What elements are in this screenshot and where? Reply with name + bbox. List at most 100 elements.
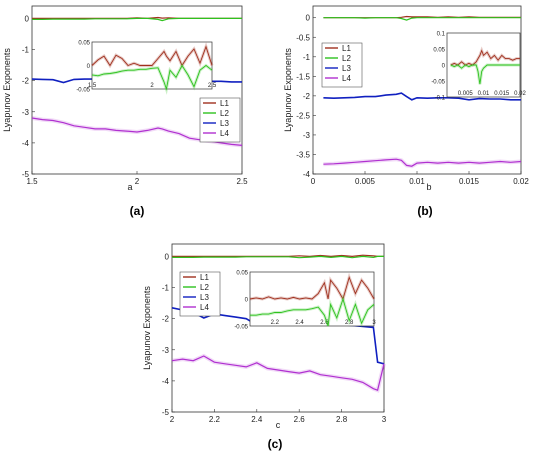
series-line-L2 [172, 255, 384, 259]
series-line-L2 [32, 17, 242, 22]
x-tick-label: 2.8 [336, 415, 348, 424]
x-tick-label: 2.2 [209, 415, 221, 424]
inset-x-tick-label: 1.5 [88, 83, 97, 89]
x-tick-label: 0 [311, 177, 316, 186]
inset-x-tick-label: 2.5 [208, 83, 217, 89]
inset-x-tick-label: 0.02 [514, 91, 526, 97]
x-tick-label: 0.005 [355, 177, 376, 186]
legend-label-L1: L1 [342, 44, 351, 53]
plot-area [31, 5, 243, 175]
inset-y-tick-label: 0.05 [78, 41, 90, 47]
x-tick-label: 0.015 [459, 177, 480, 186]
inset-line-L2 [91, 64, 213, 91]
legend-label-L4: L4 [200, 303, 209, 312]
y-tick-label: -4 [162, 377, 170, 386]
y-tick-label: -3 [303, 131, 311, 140]
legend-label-L4: L4 [342, 74, 351, 83]
panel-3: 0 -1 -2 -3 -4 -52 2.2 2.4 2.6 2.8 3 c Lyapunov Expon… [142, 243, 387, 451]
inset-line-L1 [91, 45, 213, 67]
inset: 0.1 0.05 0 -0.05 -0.1 0.005 0.01 0.015 0.02 [431, 32, 526, 102]
y-tick-label: -2 [162, 315, 170, 324]
y-tick-label: 0 [306, 14, 311, 23]
y-tick-label: -1 [162, 284, 170, 293]
inset-y-tick-label: 0.05 [236, 271, 248, 277]
y-tick-label: -2.5 [296, 111, 310, 120]
series-line-L4 [323, 158, 522, 167]
panel-2: 0-0.5-1-1.5-2-2.5-3-3.5-40 0.005 0.01 0.015… [283, 5, 529, 218]
plot-area [171, 243, 385, 413]
legend-label-L2: L2 [200, 283, 209, 292]
inset-y-tick-label: -0.05 [234, 325, 248, 331]
inset-y-tick-label: -0.05 [76, 88, 90, 94]
inset-y-tick-label: 0 [87, 64, 91, 70]
inset-x-tick-label: 2.6 [320, 320, 329, 326]
y-tick-label: -1 [22, 46, 30, 55]
y-axis-label: Lyapunov Exponents [2, 48, 12, 132]
x-axis-label: c [276, 420, 281, 430]
x-axis-label: a [127, 182, 132, 192]
x-tick-label: 2 [135, 177, 140, 186]
inset-y-tick-label: -0.05 [431, 80, 445, 86]
inset: 0.05 0 -0.051.5 2 2.5 [76, 41, 217, 95]
y-tick-label: -2 [22, 77, 30, 86]
legend-box [321, 42, 363, 88]
x-tick-label: 3 [382, 415, 387, 424]
x-tick-label: 0.02 [513, 177, 529, 186]
inset: 0.05 0 -0.05 2.2 2.4 2.6 2.8 3 [234, 271, 376, 331]
y-tick-label: 0 [25, 14, 30, 23]
inset-x-tick-label: 2.2 [271, 320, 280, 326]
inset-x-tick-label: 3 [372, 320, 376, 326]
y-axis-label: Lyapunov Exponents [283, 48, 293, 132]
series-line-L2 [323, 17, 521, 21]
x-tick-label: 2.4 [251, 415, 263, 424]
legend-label-L3: L3 [342, 64, 351, 73]
inset-y-tick-label: 0 [442, 64, 446, 70]
legend-box [199, 97, 241, 143]
inset-x-tick-label: 0.01 [478, 91, 490, 97]
x-axis-label: b [426, 182, 431, 192]
y-tick-label: -4 [22, 139, 30, 148]
series-line-L3 [323, 92, 521, 101]
inset-y-tick-label: -0.1 [435, 96, 446, 102]
legend-label-L4: L4 [220, 129, 229, 138]
legend-label-L1: L1 [220, 99, 229, 108]
legend-label-L1: L1 [200, 273, 209, 282]
legend-label-L3: L3 [200, 293, 209, 302]
legend-label-L2: L2 [220, 109, 229, 118]
y-axis-label: Lyapunov Exponents [142, 286, 152, 370]
x-tick-label: 2.5 [236, 177, 248, 186]
inset-line-L2 [250, 297, 375, 327]
series-line-L4 [171, 355, 385, 391]
legend-label-L2: L2 [342, 54, 351, 63]
x-tick-label: 2.6 [294, 415, 306, 424]
y-tick-label: -3 [22, 108, 30, 117]
y-tick-label: -3.5 [296, 150, 310, 159]
y-tick-label: -5 [162, 408, 170, 417]
inset-x-tick-label: 2.8 [345, 320, 354, 326]
inset-line-L2 [450, 64, 520, 85]
legend-box [179, 271, 221, 317]
y-tick-label: -4 [303, 170, 311, 179]
inset-x-tick-label: 0.005 [458, 91, 474, 97]
inset-y-tick-label: 0.05 [433, 48, 445, 54]
y-tick-label: -1.5 [296, 72, 310, 81]
panel-caption: (c) [268, 437, 283, 451]
inset-x-tick-label: 2 [150, 83, 154, 89]
x-tick-label: 1.5 [26, 177, 38, 186]
panel-caption: (b) [417, 204, 432, 218]
inset-y-tick-label: 0.1 [437, 32, 446, 38]
inset-line-L1 [249, 275, 375, 301]
y-tick-label: -3 [162, 346, 170, 355]
panel-caption: (a) [130, 204, 145, 218]
y-tick-label: -0.5 [296, 33, 310, 42]
y-tick-label: 0 [165, 252, 170, 261]
x-tick-label: 2 [170, 415, 175, 424]
y-tick-label: -2 [303, 92, 311, 101]
inset-x-tick-label: 0.015 [494, 91, 510, 97]
y-tick-label: -1 [303, 53, 311, 62]
